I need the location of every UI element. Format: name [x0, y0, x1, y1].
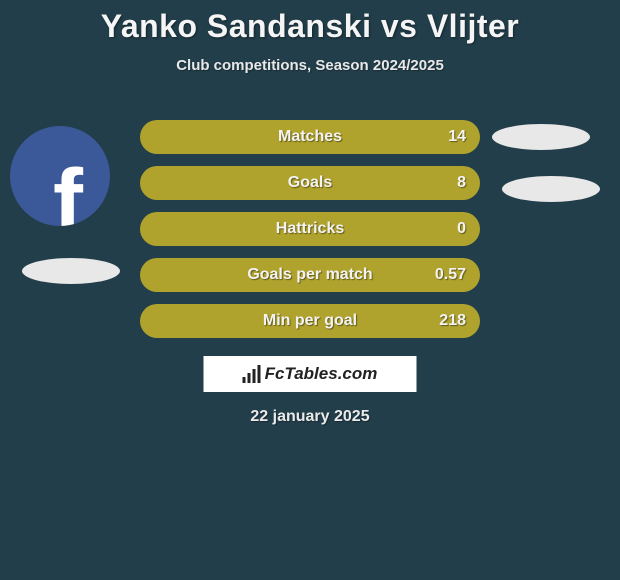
stat-row-goals: Goals 8 — [140, 166, 480, 200]
facebook-icon: f — [53, 171, 83, 226]
stat-label: Goals — [288, 174, 332, 192]
chart-icon — [243, 365, 261, 383]
page-title: Yanko Sandanski vs Vlijter — [0, 0, 620, 45]
stat-value: 0.57 — [435, 266, 466, 284]
stat-row-min-per-goal: Min per goal 218 — [140, 304, 480, 338]
stat-value: 218 — [439, 312, 466, 330]
stat-label: Min per goal — [263, 312, 357, 330]
subtitle: Club competitions, Season 2024/2025 — [0, 57, 620, 74]
stat-row-hattricks: Hattricks 0 — [140, 212, 480, 246]
stat-row-matches: Matches 14 — [140, 120, 480, 154]
stat-value: 8 — [457, 174, 466, 192]
player-right-name-badge — [502, 176, 600, 202]
stat-value: 14 — [448, 128, 466, 146]
footer-date: 22 january 2025 — [250, 408, 369, 426]
footer-brand: FcTables.com — [203, 355, 418, 393]
stats-rows: Matches 14 Goals 8 Hattricks 0 Goals per… — [140, 120, 480, 350]
player-left-name-badge — [22, 258, 120, 284]
stat-label: Goals per match — [247, 266, 372, 284]
player-right-avatar-badge — [492, 124, 590, 150]
brand-text: FcTables.com — [265, 364, 378, 384]
stat-row-goals-per-match: Goals per match 0.57 — [140, 258, 480, 292]
stat-label: Matches — [278, 128, 342, 146]
stat-value: 0 — [457, 220, 466, 238]
stat-label: Hattricks — [276, 220, 344, 238]
player-left-avatar: f — [10, 126, 110, 226]
